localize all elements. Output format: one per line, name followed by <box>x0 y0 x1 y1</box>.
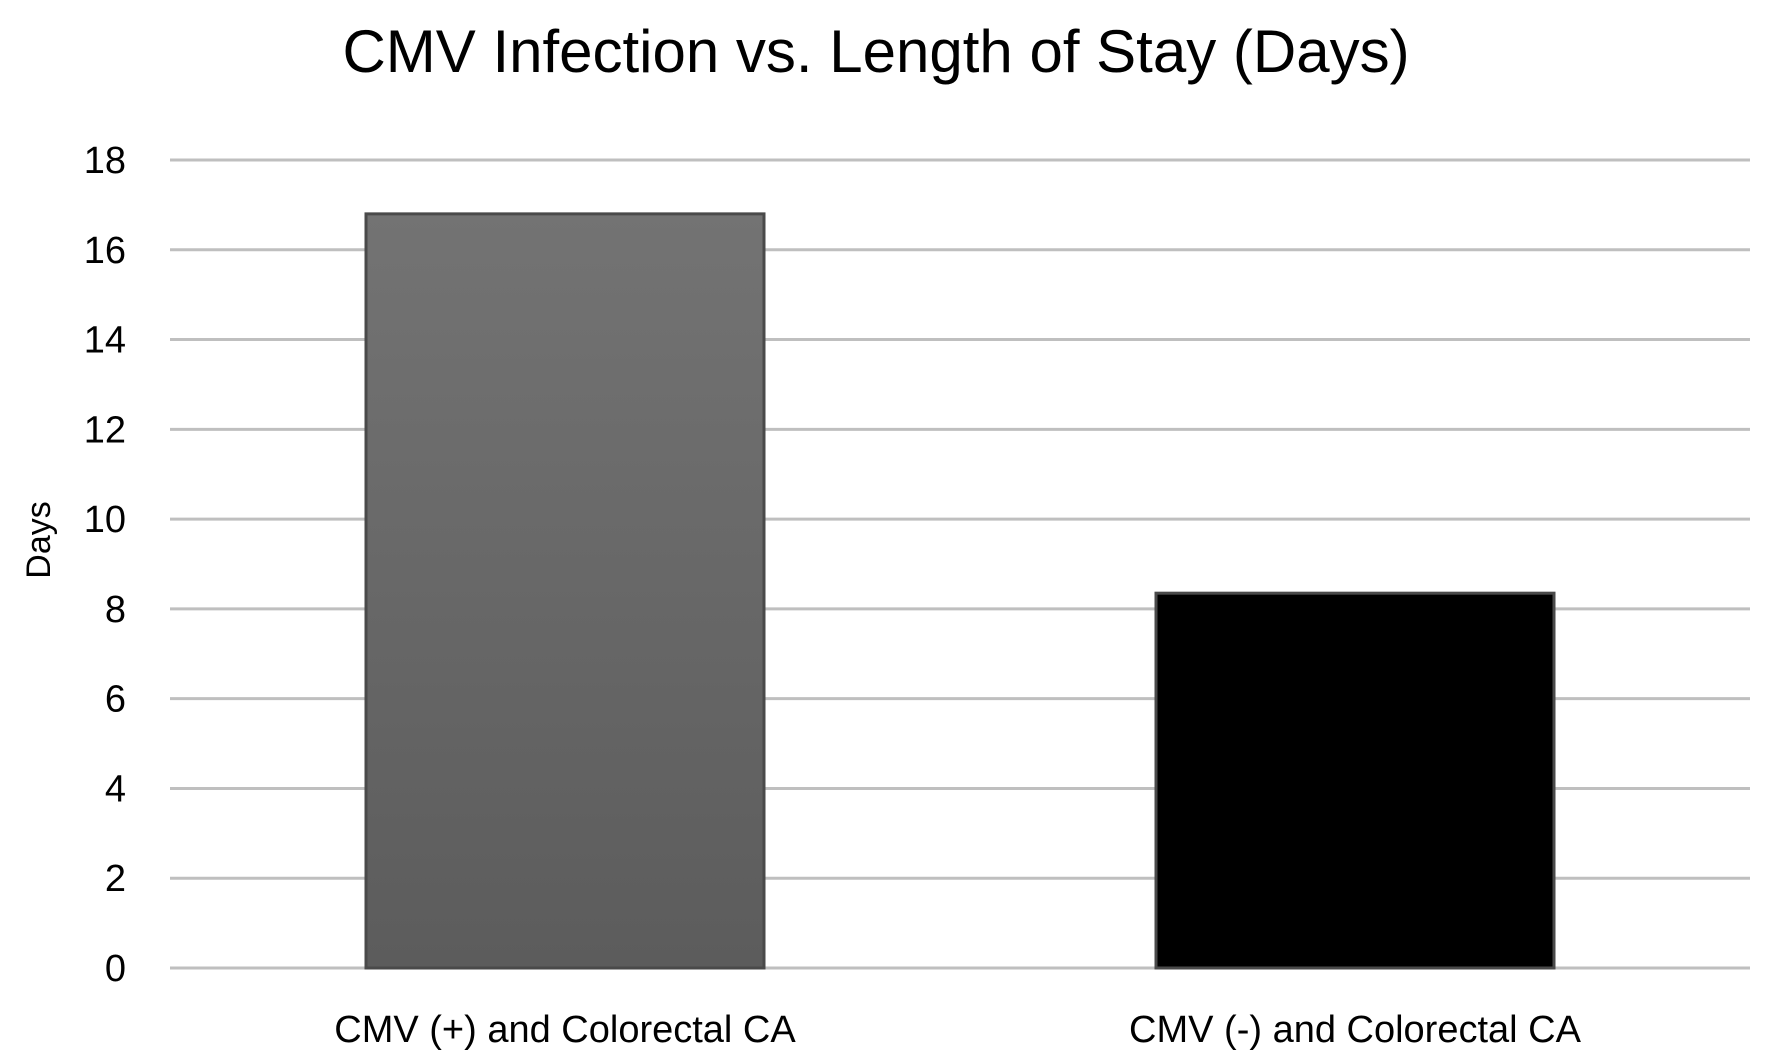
bar-1 <box>364 212 766 970</box>
y-tick-label: 10 <box>84 499 126 541</box>
y-tick-label: 16 <box>84 230 126 272</box>
y-axis-label: Days <box>20 501 58 578</box>
x-axis-ticks: CMV (+) and Colorectal CA CMV (-) and Col… <box>334 1009 1581 1051</box>
y-axis-ticks: 0 2 4 6 8 10 12 14 16 18 <box>84 140 126 990</box>
y-tick-label: 4 <box>105 768 126 810</box>
y-tick-label: 18 <box>84 140 126 182</box>
y-tick-label: 6 <box>105 679 126 721</box>
x-tick-label: CMV (-) and Colorectal CA <box>1129 1009 1582 1051</box>
y-tick-label: 2 <box>105 858 126 900</box>
y-tick-label: 14 <box>84 320 126 362</box>
y-tick-label: 0 <box>105 948 126 990</box>
y-tick-label: 8 <box>105 589 126 631</box>
bars <box>364 212 1556 970</box>
x-tick-label: CMV (+) and Colorectal CA <box>334 1009 796 1051</box>
chart-title: CMV Infection vs. Length of Stay (Days) <box>342 18 1409 85</box>
y-tick-label: 12 <box>84 409 126 451</box>
bar-2 <box>1154 591 1556 970</box>
